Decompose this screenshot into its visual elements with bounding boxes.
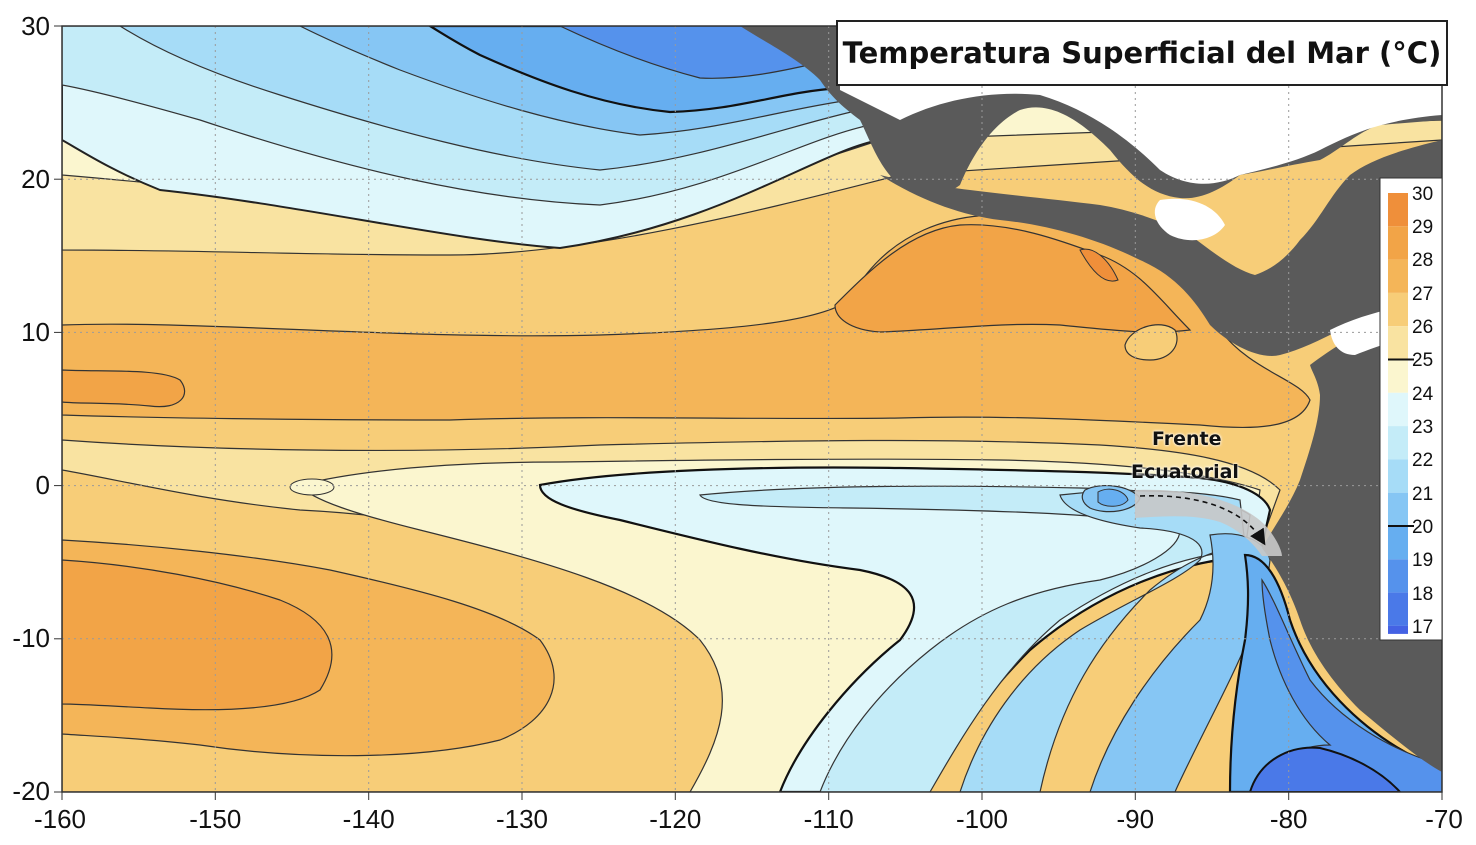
x-tick-label: -80 (1270, 804, 1308, 834)
sst-patch-29-south (62, 559, 333, 711)
x-tick-label: -110 (804, 804, 854, 834)
equatorial-front-band (1135, 489, 1282, 556)
sst-cold-tongue-21 (1089, 533, 1271, 792)
colorbar-swatch (1388, 359, 1408, 393)
colorbar-swatch (1388, 326, 1408, 360)
y-tick-label: -20 (12, 776, 50, 806)
sst-field (62, 26, 1442, 792)
sst-patch-29-east (834, 224, 1192, 333)
colorbar-swatch (1388, 559, 1408, 593)
x-tick-label: -130 (496, 804, 548, 834)
front-label-line2: Ecuatorial (1131, 461, 1239, 483)
colorbar-swatch (1388, 592, 1408, 626)
colorbar-swatch (1388, 426, 1408, 460)
x-axis: -160 -150 -140 -130 -120 -110 -100 -90 -… (34, 792, 1463, 834)
land-white-yucatan (1154, 198, 1225, 241)
x-tick-label: -70 (1425, 804, 1463, 834)
x-tick-label: -120 (649, 804, 701, 834)
y-tick-label: 20 (21, 164, 50, 194)
x-tick-label: -150 (189, 804, 241, 834)
front-label-line1: Frente (1152, 428, 1222, 450)
y-tick-label: -10 (12, 623, 50, 653)
colorbar-label: 28 (1412, 250, 1433, 271)
colorbar-swatch (1388, 292, 1408, 327)
colorbar-swatch (1388, 259, 1408, 293)
colorbar-label: 26 (1412, 317, 1433, 338)
colorbar-label: 21 (1412, 484, 1433, 505)
sst-cold-tongue-24 (538, 466, 1272, 792)
colorbar-label: 23 (1412, 417, 1433, 438)
colorbar-swatch (1388, 226, 1408, 260)
x-tick-label: -160 (34, 804, 86, 834)
sst-patch-30 (1079, 248, 1119, 282)
y-axis: 30 20 10 0 -10 -20 (12, 11, 62, 806)
map-title-box: Temperatura Superficial del Mar (°C) (836, 20, 1448, 86)
colorbar-label: 18 (1412, 584, 1433, 605)
sst-patch-29-west (62, 369, 186, 408)
x-tick-label: -90 (1117, 804, 1155, 834)
colorbar-swatch (1388, 625, 1408, 634)
colorbar-swatch (1388, 526, 1408, 560)
sst-patch-27-eq-coast (1124, 324, 1178, 361)
x-tick-label: -100 (956, 804, 1008, 834)
colorbar-swatch (1388, 459, 1408, 493)
colorbar-swatch (1388, 492, 1408, 526)
colorbar-label: 30 (1412, 184, 1433, 205)
y-tick-label: 0 (36, 470, 50, 500)
land-central-america (880, 140, 1442, 356)
colorbar-label: 20 (1412, 517, 1433, 538)
sst-patch-cool-small (289, 478, 335, 496)
colorbar-label: 25 (1412, 350, 1433, 371)
y-tick-label: 10 (21, 317, 50, 347)
colorbar-swatch (1388, 193, 1408, 227)
colorbar-label: 22 (1412, 450, 1433, 471)
colorbar-label: 29 (1412, 217, 1433, 238)
colorbar: 30 29 28 27 26 25 24 23 22 21 20 19 18 1… (1379, 177, 1443, 641)
equatorial-front-arrow (1139, 494, 1266, 546)
y-tick-label: 30 (21, 11, 50, 41)
colorbar-label: 24 (1412, 384, 1434, 405)
colorbar-label: 19 (1412, 550, 1433, 571)
x-tick-label: -140 (343, 804, 395, 834)
colorbar-label: 27 (1412, 284, 1433, 305)
sst-patch-18-south (1248, 746, 1402, 792)
map-title: Temperatura Superficial del Mar (°C) (842, 36, 1442, 70)
colorbar-label: 17 (1412, 617, 1433, 638)
grid-lines (62, 26, 1442, 792)
sst-patch-galapagos-20 (1097, 488, 1129, 507)
colorbar-swatch (1388, 392, 1408, 427)
